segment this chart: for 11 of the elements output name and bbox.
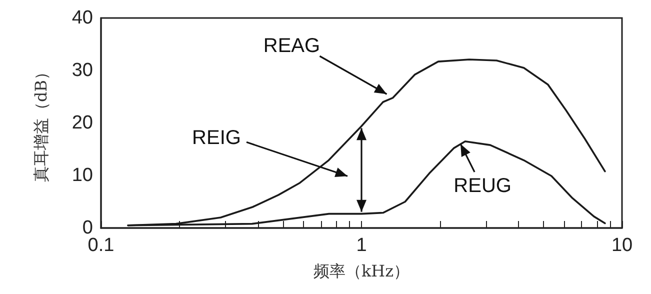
x-axis-title: 频率（kHz） [313,262,410,280]
annotation: REAG [263,35,320,58]
y-tick-label: 40 [72,8,93,28]
annotation: REUG [454,175,512,197]
y-tick-label: 30 [72,60,93,81]
y-axis-title: 真耳增益（dB） [32,64,50,182]
x-tick-label: 10 [611,235,633,256]
y-tick-label: 10 [72,165,93,186]
y-tick-label: 20 [72,112,93,134]
annotation: REIG [192,127,241,150]
x-tick-label: 1 [356,235,367,256]
